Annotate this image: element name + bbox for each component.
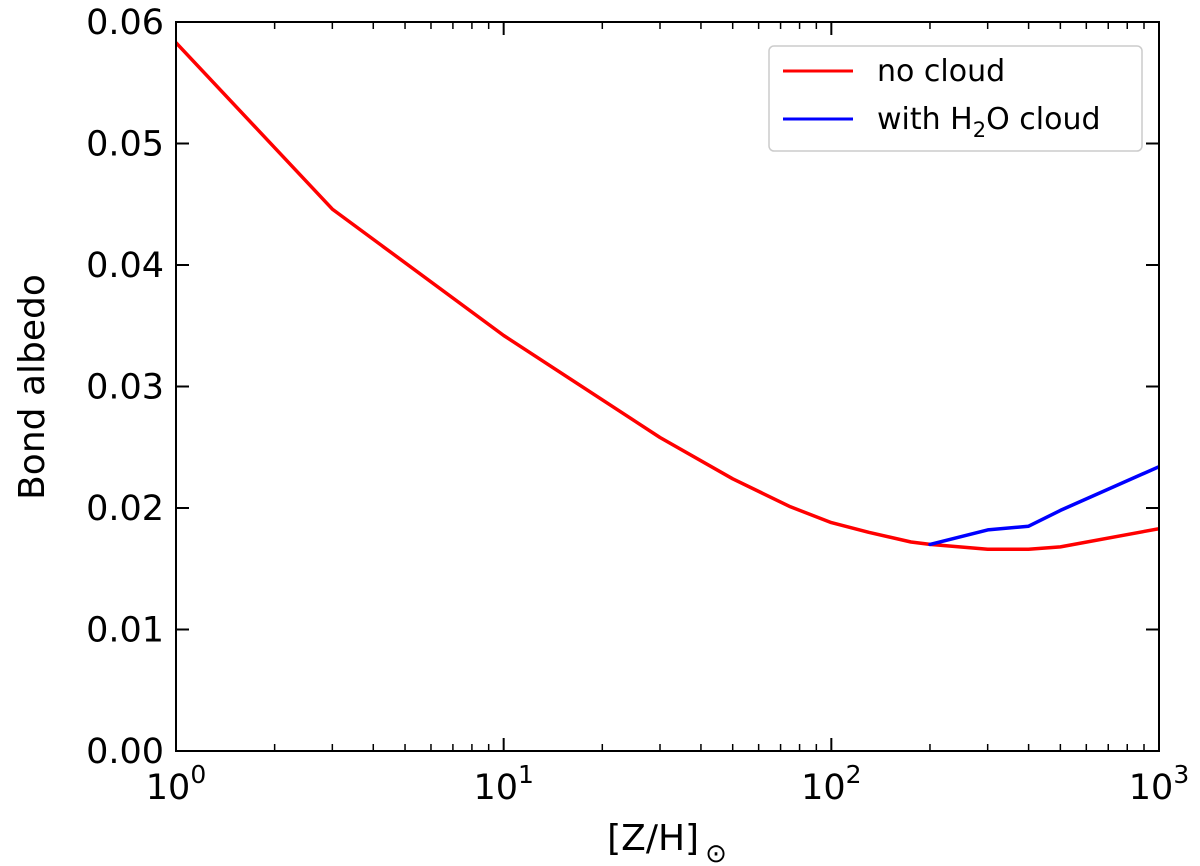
y-tick-label: 0.06 [86, 3, 164, 43]
x-tick-label: 103 [1129, 760, 1189, 808]
legend-frame [768, 45, 1143, 152]
x-tick-label: 101 [473, 760, 533, 808]
y-tick-label: 0.04 [86, 246, 164, 286]
y-tick-label: 0.03 [86, 368, 164, 408]
plot-frame [175, 21, 1160, 752]
y-tick-label: 0.02 [86, 489, 164, 529]
axis-ticks [175, 21, 1160, 752]
series-line-no-cloud [176, 40, 1159, 552]
legend: no cloud with H2O cloud [768, 45, 1143, 152]
y-tick-label: 0.05 [86, 125, 164, 165]
y-axis-label: Bond albedo [12, 274, 53, 500]
legend-label-h2o-cloud: with H2O cloud [877, 102, 1101, 142]
tick-labels: 100 101 102 103 0.00 0.01 0.02 0.03 0.04 0.05 0.06 [86, 3, 1189, 808]
series-line-h2o-cloud [928, 464, 1159, 547]
y-tick-label: 0.01 [86, 611, 164, 651]
x-tick-label: 102 [801, 760, 861, 808]
x-axis-label: [Z/H] ⊙ [607, 818, 727, 866]
y-tick-label: 0.00 [86, 732, 164, 772]
x-tick-label: 100 [146, 760, 206, 808]
legend-label-no-cloud: no cloud [877, 54, 1005, 89]
series-layer [176, 40, 1159, 552]
